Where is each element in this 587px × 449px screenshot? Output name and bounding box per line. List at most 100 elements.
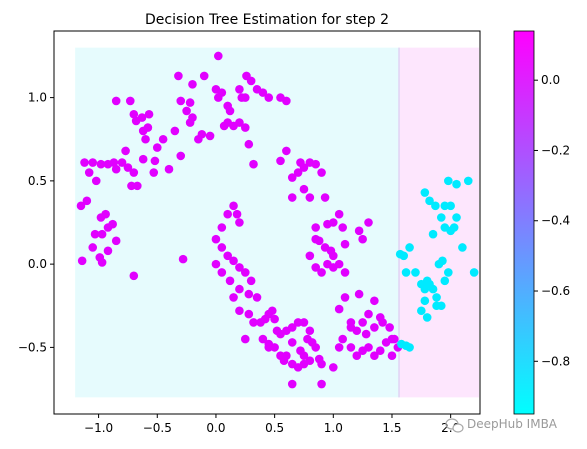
data-point (217, 268, 227, 277)
data-point (287, 193, 297, 202)
data-point (287, 379, 297, 389)
data-point (229, 201, 238, 211)
data-point (346, 343, 356, 352)
data-point (249, 318, 258, 327)
data-point (111, 164, 121, 174)
data-point (299, 184, 309, 194)
data-point (446, 201, 455, 211)
data-point (352, 351, 362, 361)
data-point (405, 243, 414, 252)
data-point (387, 351, 397, 361)
data-point (411, 268, 420, 277)
data-point (334, 304, 344, 314)
data-point (334, 259, 344, 269)
data-point (361, 329, 371, 339)
data-point (431, 201, 440, 211)
data-point (244, 289, 254, 299)
data-point (385, 323, 394, 332)
data-point (244, 139, 254, 149)
data-point (375, 346, 385, 356)
data-point (405, 343, 414, 352)
data-point (279, 356, 289, 366)
data-point (88, 243, 98, 252)
data-point (452, 179, 461, 189)
data-point (96, 213, 106, 222)
data-point (449, 223, 459, 232)
data-point (182, 106, 191, 116)
data-point (258, 334, 268, 344)
x-tick-label: 0.5 (265, 421, 284, 435)
data-point (235, 218, 244, 227)
data-point (463, 176, 473, 186)
wechat-icon (445, 418, 464, 433)
data-point (185, 118, 195, 127)
data-point (340, 239, 350, 249)
data-point (158, 134, 168, 144)
colorbar-tick-label: −0.6 (541, 284, 570, 298)
data-point (258, 88, 268, 97)
data-point (264, 93, 274, 102)
data-point (387, 334, 397, 344)
chart-title: Decision Tree Estimation for step 2 (145, 12, 389, 28)
data-point (305, 193, 315, 202)
region-2 (399, 47, 479, 398)
data-point (287, 323, 297, 332)
data-point (246, 76, 256, 86)
data-point (229, 293, 238, 302)
data-point (217, 223, 227, 232)
data-point (425, 196, 434, 206)
data-point (211, 259, 221, 269)
watermark-text: DeepHub IMBA (467, 417, 558, 431)
data-point (141, 134, 150, 144)
data-point (240, 268, 250, 277)
data-point (340, 268, 350, 277)
data-point (320, 193, 330, 202)
data-point (188, 79, 197, 89)
data-point (152, 143, 162, 152)
data-point (282, 96, 291, 106)
colorbar-tick-label: −0.8 (541, 354, 570, 368)
y-tick-label: 0.0 (28, 257, 47, 271)
data-point (129, 271, 139, 281)
data-point (246, 276, 256, 286)
data-point (358, 318, 367, 327)
data-point (121, 146, 130, 156)
data-point (399, 251, 409, 261)
x-tick-label: 0.0 (206, 421, 225, 435)
data-point (252, 293, 262, 302)
data-point (123, 163, 133, 172)
data-point (264, 339, 274, 349)
data-point (346, 318, 356, 327)
data-point (235, 306, 244, 316)
data-point (314, 236, 324, 246)
data-point (150, 156, 160, 166)
data-point (452, 213, 461, 222)
data-point (282, 146, 291, 156)
data-point (420, 296, 430, 306)
data-point (174, 71, 183, 81)
data-point (240, 123, 250, 132)
data-point (422, 313, 432, 322)
data-point (317, 359, 326, 369)
data-point (97, 229, 107, 239)
data-point (444, 176, 453, 186)
data-point (138, 154, 148, 164)
data-point (338, 223, 347, 232)
data-point (103, 246, 113, 256)
data-point (267, 306, 277, 316)
data-point (401, 268, 411, 277)
x-tick-label: −0.5 (143, 421, 172, 435)
data-point (293, 168, 303, 177)
y-tick-label: 0.5 (28, 174, 47, 188)
data-point (170, 126, 180, 136)
data-point (133, 181, 142, 191)
plot-frame (53, 30, 481, 415)
data-point (438, 256, 447, 266)
data-point (149, 168, 159, 177)
colorbar-tick-label: −0.4 (541, 214, 570, 228)
data-point (311, 159, 321, 169)
data-point (223, 209, 232, 219)
data-point (329, 251, 338, 261)
data-point (178, 254, 188, 264)
